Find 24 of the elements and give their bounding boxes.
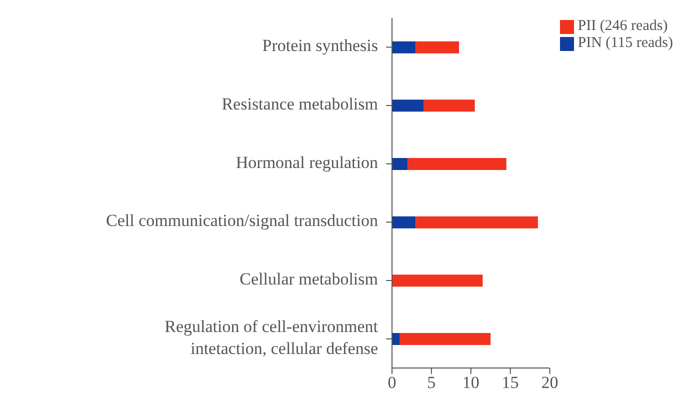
bar	[392, 274, 483, 287]
x-tick-label: 5	[427, 373, 436, 392]
y-tick-label: Hormonal regulation	[236, 152, 378, 172]
legend-label: PIN (115 reads)	[578, 35, 673, 51]
bar	[416, 41, 460, 54]
bar	[392, 158, 408, 170]
bar	[392, 100, 424, 112]
legend-label: PII (246 reads)	[578, 18, 668, 34]
x-tick-label: 0	[388, 373, 396, 392]
bar	[392, 216, 416, 228]
bar	[400, 333, 491, 345]
bar	[392, 41, 416, 54]
y-tick-label: Resistance metabolism	[222, 94, 378, 114]
bar	[416, 216, 538, 228]
y-tick-label: Cellular metabolism	[240, 269, 378, 288]
y-tick-label: Protein synthesis	[262, 36, 378, 56]
bar	[392, 333, 400, 345]
y-tick-label: Regulation of cell-environment intetaction, cellular defense	[164, 316, 378, 358]
x-tick-label: 15	[502, 373, 519, 392]
bar	[408, 158, 506, 170]
y-tick-label: Cell communication/signal transduction	[106, 211, 378, 230]
x-tick-label: 20	[541, 373, 558, 392]
x-tick-label: 10	[462, 373, 480, 392]
bar	[424, 100, 475, 112]
